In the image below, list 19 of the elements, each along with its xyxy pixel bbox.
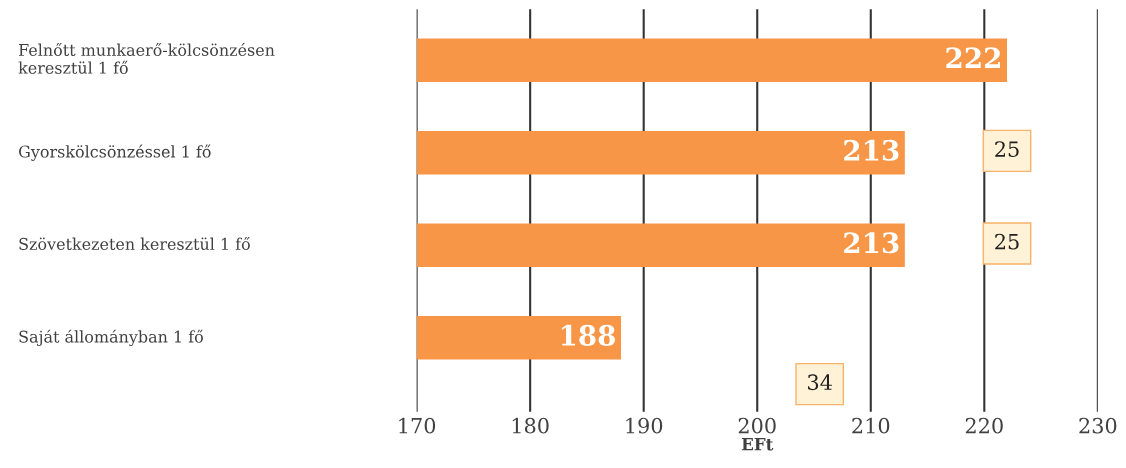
x-tick-label: 170	[399, 417, 436, 434]
data-label: 222	[946, 47, 1000, 68]
x-tick-label: 200	[738, 417, 776, 434]
x-axis-title: EFt	[741, 438, 774, 451]
x-tick-label: 220	[965, 417, 1003, 434]
data-label: 188	[561, 324, 615, 346]
y-tick-label: Saját állományban 1 fő	[19, 329, 203, 346]
annotation: 25	[995, 233, 1019, 250]
y-tick-label: Gyorskölcsönzéssel 1 fő	[19, 144, 211, 161]
x-tick-label: 190	[626, 417, 663, 434]
annotation: 34	[808, 374, 832, 391]
y-tick-label: Felnőtt munkaerő-kölcsönzésen keresztül 1 fő	[18, 42, 275, 74]
x-tick-label: 180	[512, 417, 549, 434]
x-tick-label: 230	[1079, 417, 1117, 434]
y-tick-label: Szövetkezeten keresztül 1 fő	[19, 236, 250, 250]
x-tick-label: 210	[852, 417, 890, 434]
data-label: 213	[844, 139, 899, 161]
data-label: 213	[844, 232, 899, 254]
annotation: 25	[995, 141, 1019, 157]
